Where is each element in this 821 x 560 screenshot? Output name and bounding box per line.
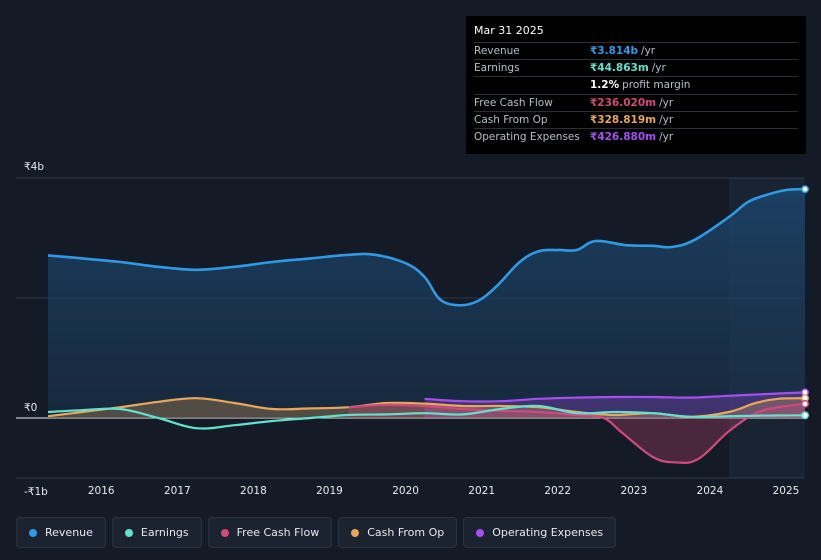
free-cash-flow-line [348, 402, 806, 464]
revenue-area [48, 189, 805, 418]
tooltip-label: Operating Expenses [474, 131, 580, 144]
tooltip-unit: profit margin [622, 79, 691, 92]
revenue-line [47, 187, 806, 307]
tooltip-value: ₹328.819m [590, 113, 657, 126]
legend: Revenue Earnings Free Cash Flow Cash From O… [16, 517, 622, 549]
tooltip-row: Cash From Op ₹328.819m/yr [474, 110, 798, 128]
tooltip-label: Free Cash Flow [474, 96, 553, 109]
free-cash-flow-endpoint [801, 399, 809, 408]
tooltip-row: Revenue ₹3.814b/yr [474, 42, 798, 59]
legend-label: Operating Expenses [492, 526, 604, 539]
earnings-line [47, 404, 806, 430]
tooltip-row: Operating Expenses ₹426.880m/yr [474, 127, 798, 145]
x-tick-label: 2022 [544, 485, 571, 497]
x-tick-label: 2017 [164, 485, 191, 497]
tooltip-date: Mar 31 2025 [474, 24, 544, 37]
revenue-endpoint [801, 185, 809, 194]
operating-expenses-line [424, 391, 806, 403]
x-tick-label: 2019 [316, 485, 343, 497]
legend-label: Free Cash Flow [236, 526, 320, 539]
legend-dot-icon [29, 528, 37, 537]
tooltip-value: ₹3.814b [590, 45, 639, 58]
legend-label: Revenue [45, 526, 93, 539]
tooltip-row: Free Cash Flow ₹236.020m/yr [474, 93, 798, 111]
legend-label: Earnings [140, 526, 189, 539]
tooltip-unit: /yr [651, 62, 666, 75]
tooltip-label: Cash From Op [474, 113, 548, 126]
legend-item-operating-expenses[interactable]: Operating Expenses [463, 517, 617, 548]
tooltip-unit: /yr [659, 96, 674, 109]
cash-from-op-area [48, 398, 805, 418]
legend-dot-icon [476, 528, 485, 537]
tooltip-value: ₹44.863m [590, 62, 649, 75]
tooltip-row: 1.2% profit margin [474, 76, 798, 93]
y-tick-label: -₹1b [24, 486, 48, 498]
earnings-endpoint [801, 411, 809, 420]
tooltip-label: Earnings [474, 62, 520, 75]
x-tick-label: 2024 [697, 485, 724, 497]
tooltip-label: Revenue [474, 45, 520, 58]
tooltip-unit: /yr [659, 131, 674, 144]
x-tick-label: 2020 [392, 485, 419, 497]
legend-dot-icon [351, 528, 360, 537]
tooltip-unit: /yr [641, 45, 656, 58]
chart: ₹4b ₹0 -₹1b 2016 2017 2018 2019 2020 2021 2022 20… [16, 161, 809, 498]
legend-item-revenue[interactable]: Revenue [16, 517, 106, 548]
legend-item-earnings[interactable]: Earnings [111, 517, 202, 548]
legend-item-cash-from-op[interactable]: Cash From Op [338, 517, 458, 548]
x-tick-label: 2021 [468, 485, 495, 497]
tooltip-unit: /yr [659, 113, 674, 126]
y-tick-label: ₹4b [24, 161, 44, 173]
tooltip-value: ₹426.880m [590, 131, 657, 144]
y-tick-label: ₹0 [24, 402, 37, 414]
cash-from-op-line [47, 397, 806, 418]
tooltip-value: ₹236.020m [590, 96, 657, 109]
free-cash-flow-area [348, 403, 805, 463]
legend-dot-icon [220, 528, 229, 537]
x-tick-label: 2016 [88, 485, 115, 497]
tooltip-value: 1.2% [590, 79, 620, 92]
legend-label: Cash From Op [367, 526, 445, 539]
x-tick-label: 2018 [240, 485, 267, 497]
tooltip: Mar 31 2025 Revenue ₹3.814b/yr Earnings ₹44… [466, 16, 806, 154]
x-tick-label: 2025 [773, 485, 800, 497]
legend-dot-icon [124, 528, 133, 537]
x-tick-label: 2023 [620, 485, 647, 497]
legend-item-free-cash-flow[interactable]: Free Cash Flow [207, 517, 333, 548]
tooltip-row: Earnings ₹44.863m/yr [474, 59, 798, 76]
